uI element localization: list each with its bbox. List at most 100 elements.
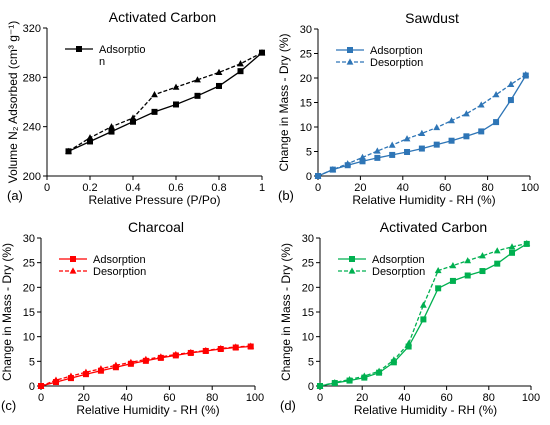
legend-label: Desorption xyxy=(370,57,423,69)
data-point xyxy=(390,356,398,363)
legend-label: Desorption xyxy=(372,266,425,278)
x-tick-label: 0.6 xyxy=(168,182,183,194)
panel-letter: (c) xyxy=(1,398,16,413)
data-point xyxy=(359,158,366,165)
y-tick-label: 0 xyxy=(306,171,312,183)
y-tick-label: 5 xyxy=(29,356,35,368)
data-point xyxy=(151,91,158,98)
data-point xyxy=(448,137,455,144)
data-point xyxy=(449,277,456,284)
data-point xyxy=(331,378,339,386)
data-point xyxy=(374,154,381,161)
legend-marker xyxy=(348,267,356,274)
legend-label: Adsorption xyxy=(93,254,146,266)
chart-panel-3: 0 20 40 60 80 100 0 5 10 15 20 25 30 Charcoal Relative… xyxy=(0,219,264,417)
data-point xyxy=(389,151,396,158)
data-point xyxy=(202,346,210,354)
y-tick-label: 200 xyxy=(23,171,41,183)
x-tick-label: 0.8 xyxy=(211,182,226,194)
data-point xyxy=(418,145,425,152)
data-point xyxy=(194,92,201,99)
data-point xyxy=(237,68,244,75)
y-tick-label: 5 xyxy=(306,147,312,159)
x-tick-label: 60 xyxy=(163,392,175,404)
data-point xyxy=(108,128,115,135)
legend-marker xyxy=(69,267,77,274)
series-line-adsorption xyxy=(68,52,263,152)
y-tick-label: 15 xyxy=(302,307,314,319)
data-point xyxy=(216,82,222,89)
data-point xyxy=(359,153,366,160)
y-tick-label: 0 xyxy=(29,381,35,393)
data-point xyxy=(403,135,411,142)
data-point xyxy=(435,285,442,292)
x-tick-label: 0.4 xyxy=(125,182,140,194)
data-point xyxy=(127,358,135,365)
y-tick-label: 280 xyxy=(23,72,41,84)
data-point xyxy=(492,91,500,98)
x-tick-label: 20 xyxy=(356,392,368,404)
chart-title: Sawdust xyxy=(405,10,459,26)
legend-label: Adsorptio xyxy=(99,44,145,56)
x-tick-label: 1 xyxy=(259,182,265,194)
data-point xyxy=(82,368,90,375)
data-point xyxy=(463,133,470,140)
y-tick-label: 15 xyxy=(300,98,312,110)
legend-label: n xyxy=(99,56,105,68)
data-point xyxy=(507,97,514,104)
y-tick-label: 5 xyxy=(308,356,314,368)
data-point xyxy=(433,123,441,131)
x-tick-label: 60 xyxy=(440,392,452,404)
legend-label: Desorption xyxy=(93,266,146,278)
data-point xyxy=(449,262,457,269)
y-tick-label: 320 xyxy=(23,23,41,35)
data-point xyxy=(477,101,485,108)
chart-panel-2: 0 20 40 60 80 100 0 5 10 15 20 25 30 Sawdust Relative … xyxy=(277,10,539,207)
data-point xyxy=(508,243,516,250)
data-point xyxy=(522,70,530,78)
x-tick-label: 40 xyxy=(397,182,409,194)
x-tick-label: 40 xyxy=(398,392,410,404)
data-point xyxy=(151,108,158,115)
data-point xyxy=(344,160,352,167)
y-tick-label: 10 xyxy=(302,332,314,344)
data-point xyxy=(509,249,516,256)
data-point xyxy=(420,316,427,323)
data-point xyxy=(97,365,105,372)
chart-title: Charcoal xyxy=(128,219,184,235)
x-tick-label: 100 xyxy=(522,392,540,404)
chart-title: Activated Carbon xyxy=(109,9,216,25)
y-axis-label: Change in Mass - Dry (%) xyxy=(0,243,14,381)
data-point xyxy=(187,348,195,356)
y-axis-label: Volume N₂ Adsorbed (cm³ g⁻¹) xyxy=(6,21,20,183)
data-point xyxy=(215,68,223,75)
x-tick-label: 80 xyxy=(483,392,495,404)
x-axis-label: Relative Pressure (P/Po) xyxy=(88,193,220,207)
data-point xyxy=(112,361,120,368)
data-point xyxy=(433,141,440,148)
chart-panel-1: 0 0.2 0.4 0.6 0.8 1 200 240 280 320 Activated Carb… xyxy=(6,9,266,207)
data-point xyxy=(247,342,255,349)
x-tick-label: 40 xyxy=(120,392,132,404)
y-tick-label: 20 xyxy=(300,73,312,85)
data-point xyxy=(346,375,353,383)
data-point xyxy=(434,266,442,274)
series-line-desorption xyxy=(319,242,527,387)
data-point xyxy=(172,350,180,358)
y-tick-label: 30 xyxy=(300,24,312,36)
data-point xyxy=(404,148,411,155)
legend-label: Adsorption xyxy=(372,254,425,266)
y-tick-label: 15 xyxy=(23,307,35,319)
data-point xyxy=(405,339,413,347)
data-point xyxy=(65,147,72,154)
data-point xyxy=(388,141,396,148)
y-tick-label: 20 xyxy=(23,282,35,294)
series-line-adsorption xyxy=(317,75,527,177)
data-point xyxy=(232,343,240,350)
x-tick-label: 0 xyxy=(317,392,323,404)
legend-marker xyxy=(70,256,76,262)
x-tick-label: 0 xyxy=(38,392,44,404)
x-axis-label: Relative Humidity - RH (%) xyxy=(354,403,497,417)
data-point xyxy=(479,268,486,275)
